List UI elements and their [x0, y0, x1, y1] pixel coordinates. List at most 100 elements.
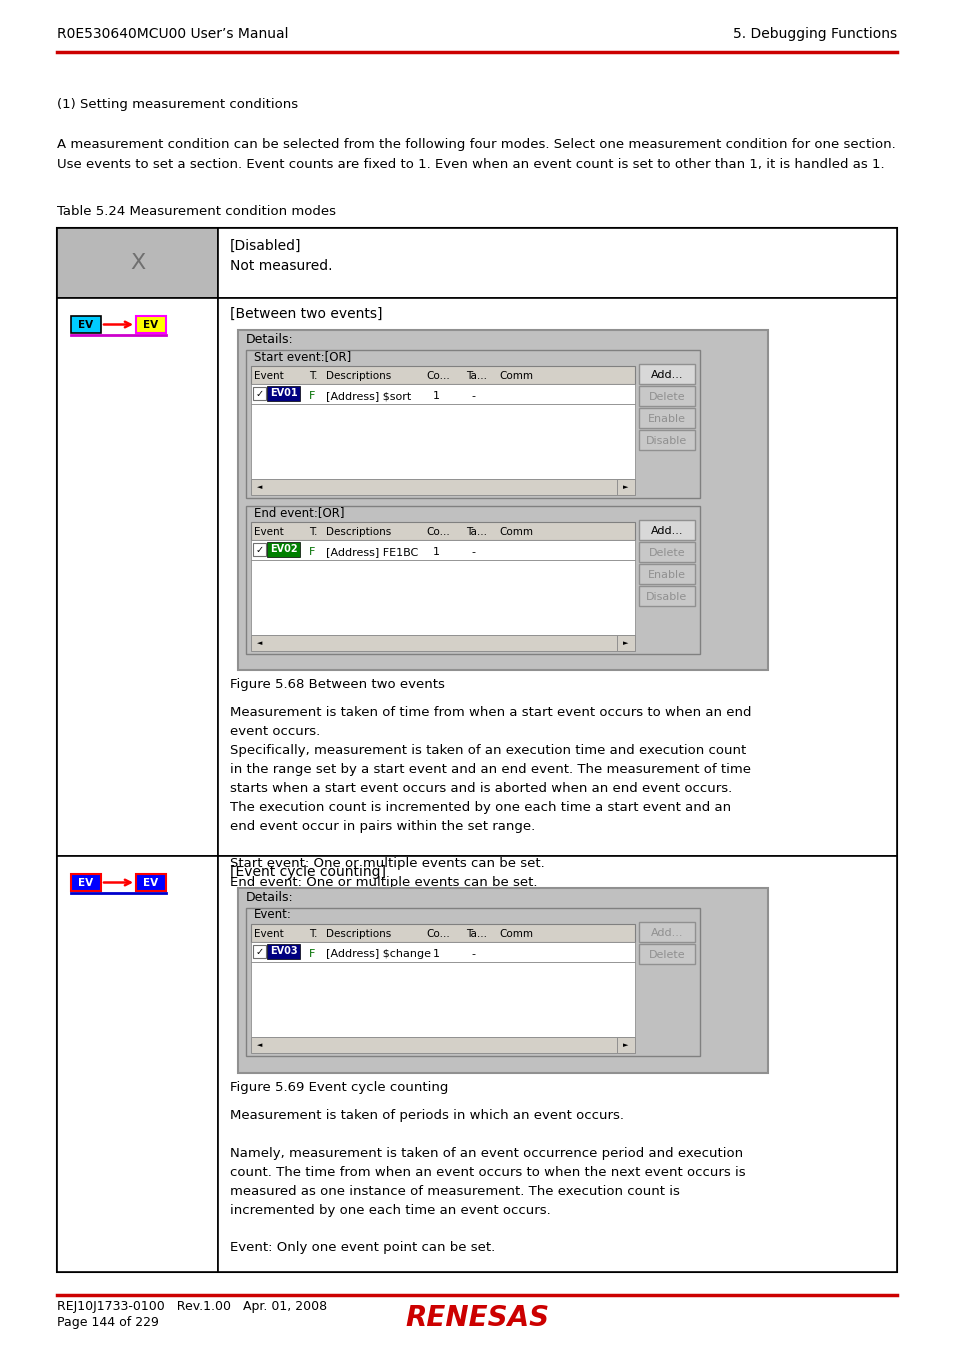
Text: T.: T. — [309, 929, 317, 940]
Text: Co...: Co... — [426, 526, 449, 537]
Text: measured as one instance of measurement. The execution count is: measured as one instance of measurement.… — [230, 1185, 679, 1197]
Text: Co...: Co... — [426, 929, 449, 940]
FancyBboxPatch shape — [617, 1037, 635, 1053]
Text: Comm: Comm — [498, 929, 533, 940]
FancyBboxPatch shape — [639, 386, 695, 406]
Text: Disable: Disable — [646, 593, 687, 602]
Text: F: F — [309, 547, 315, 558]
FancyBboxPatch shape — [251, 560, 635, 636]
Text: Figure 5.69 Event cycle counting: Figure 5.69 Event cycle counting — [230, 1081, 448, 1094]
Text: Details:: Details: — [246, 891, 294, 904]
Text: EV: EV — [78, 320, 93, 329]
FancyBboxPatch shape — [251, 634, 635, 651]
Text: -: - — [471, 949, 475, 958]
Text: End event: One or multiple events can be set.: End event: One or multiple events can be… — [230, 876, 537, 890]
Text: Figure 5.68 Between two events: Figure 5.68 Between two events — [230, 678, 444, 691]
Text: Start event: One or multiple events can be set.: Start event: One or multiple events can … — [230, 857, 544, 869]
FancyBboxPatch shape — [246, 909, 700, 1056]
Text: EV: EV — [143, 320, 158, 329]
FancyBboxPatch shape — [251, 366, 635, 383]
Text: EV03: EV03 — [270, 946, 297, 957]
Text: Add...: Add... — [650, 526, 682, 536]
FancyBboxPatch shape — [136, 316, 166, 333]
Text: F: F — [309, 392, 315, 401]
FancyBboxPatch shape — [253, 945, 266, 958]
Text: [Event cycle counting]: [Event cycle counting] — [230, 865, 386, 879]
FancyBboxPatch shape — [253, 387, 266, 400]
Text: Descriptions: Descriptions — [326, 371, 391, 381]
Text: (1) Setting measurement conditions: (1) Setting measurement conditions — [57, 99, 297, 111]
FancyBboxPatch shape — [246, 350, 700, 498]
Text: Ta...: Ta... — [465, 371, 486, 381]
Text: REJ10J1733-0100   Rev.1.00   Apr. 01, 2008: REJ10J1733-0100 Rev.1.00 Apr. 01, 2008 — [57, 1300, 327, 1314]
FancyBboxPatch shape — [218, 298, 896, 856]
Text: Event: Event — [253, 371, 283, 381]
FancyBboxPatch shape — [267, 944, 299, 958]
Text: ►: ► — [622, 1042, 628, 1048]
FancyBboxPatch shape — [218, 856, 896, 1272]
Text: -: - — [471, 547, 475, 558]
Text: EV: EV — [143, 878, 158, 887]
Text: event occurs.: event occurs. — [230, 725, 320, 738]
FancyBboxPatch shape — [251, 479, 635, 495]
Text: in the range set by a start event and an end event. The measurement of time: in the range set by a start event and an… — [230, 763, 750, 776]
Text: Ta...: Ta... — [465, 526, 486, 537]
FancyBboxPatch shape — [639, 520, 695, 540]
FancyBboxPatch shape — [57, 298, 218, 856]
FancyBboxPatch shape — [251, 963, 635, 1038]
Text: ►: ► — [622, 485, 628, 490]
Text: F: F — [309, 949, 315, 958]
Text: T.: T. — [309, 526, 317, 537]
Text: Table 5.24 Measurement condition modes: Table 5.24 Measurement condition modes — [57, 205, 335, 217]
Text: Add...: Add... — [650, 927, 682, 938]
Text: Comm: Comm — [498, 526, 533, 537]
Text: Specifically, measurement is taken of an execution time and execution count: Specifically, measurement is taken of an… — [230, 744, 745, 757]
Text: 1: 1 — [433, 392, 439, 401]
Text: Enable: Enable — [647, 414, 685, 424]
FancyBboxPatch shape — [253, 543, 266, 556]
Text: starts when a start event occurs and is aborted when an end event occurs.: starts when a start event occurs and is … — [230, 782, 732, 795]
Text: 1: 1 — [433, 547, 439, 558]
Text: Not measured.: Not measured. — [230, 259, 333, 273]
Text: Page 144 of 229: Page 144 of 229 — [57, 1316, 159, 1328]
Text: Descriptions: Descriptions — [326, 526, 391, 537]
Text: [Between two events]: [Between two events] — [230, 306, 382, 321]
Text: 5. Debugging Functions: 5. Debugging Functions — [732, 27, 896, 40]
Text: ►: ► — [622, 1042, 628, 1048]
FancyBboxPatch shape — [251, 923, 635, 942]
FancyBboxPatch shape — [617, 479, 635, 495]
FancyBboxPatch shape — [251, 540, 635, 560]
Text: [Address] FE1BC: [Address] FE1BC — [326, 547, 417, 558]
Text: ✓: ✓ — [255, 544, 263, 555]
Text: Comm: Comm — [498, 371, 533, 381]
Text: Event: Event — [253, 526, 283, 537]
Text: X: X — [130, 252, 145, 273]
Text: Use events to set a section. Event counts are fixed to 1. Even when an event cou: Use events to set a section. Event count… — [57, 158, 883, 171]
FancyBboxPatch shape — [57, 856, 218, 1272]
Text: [Disabled]: [Disabled] — [230, 239, 301, 252]
FancyBboxPatch shape — [267, 386, 299, 401]
Text: Start event:[OR]: Start event:[OR] — [253, 350, 351, 363]
Text: -: - — [471, 392, 475, 401]
FancyBboxPatch shape — [267, 541, 299, 558]
Text: Enable: Enable — [647, 570, 685, 580]
FancyBboxPatch shape — [639, 364, 695, 383]
Text: EV: EV — [78, 878, 93, 887]
Text: Measurement is taken of periods in which an event occurs.: Measurement is taken of periods in which… — [230, 1108, 623, 1122]
Text: ◄: ◄ — [257, 1042, 262, 1048]
Text: Disable: Disable — [646, 436, 687, 446]
FancyBboxPatch shape — [57, 228, 896, 1272]
FancyBboxPatch shape — [71, 316, 101, 333]
FancyBboxPatch shape — [71, 873, 101, 891]
Text: Details:: Details: — [246, 333, 294, 346]
Text: Event:: Event: — [253, 909, 292, 921]
FancyBboxPatch shape — [639, 586, 695, 606]
FancyBboxPatch shape — [639, 541, 695, 562]
FancyBboxPatch shape — [251, 1037, 635, 1053]
Text: T.: T. — [309, 371, 317, 381]
Text: ◄: ◄ — [257, 485, 262, 490]
Text: ◄: ◄ — [257, 640, 262, 647]
Text: ►: ► — [622, 640, 628, 647]
FancyBboxPatch shape — [251, 522, 635, 540]
FancyBboxPatch shape — [639, 431, 695, 450]
